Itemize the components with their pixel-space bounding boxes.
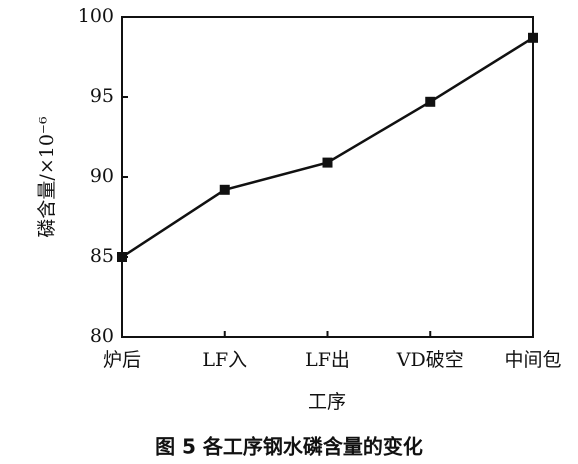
y-tick-label: 80: [90, 325, 114, 347]
marker: [219, 184, 230, 195]
x-axis-label: 工序: [308, 391, 346, 413]
x-tick-label: LF入: [202, 349, 247, 371]
x-tick-label: 炉后: [103, 349, 141, 371]
x-tick-label: 中间包: [504, 349, 561, 371]
y-tick-label: 85: [90, 245, 114, 267]
y-tick-label: 90: [90, 165, 114, 187]
marker: [528, 32, 538, 43]
plot-frame: [121, 16, 534, 338]
y-axis-label: 磷含量/×10⁻⁶: [36, 116, 58, 238]
y-tick-label: 100: [78, 5, 114, 27]
x-tick-label: LF出: [305, 349, 350, 371]
marker: [425, 96, 436, 107]
y-tick-label: 95: [90, 85, 114, 107]
line: [121, 36, 534, 259]
marker: [322, 157, 333, 168]
x-tick-label: VD破空: [396, 349, 464, 371]
caption: 图 5 各工序钢水磷含量的变化: [155, 435, 423, 459]
marker: [117, 252, 127, 262]
